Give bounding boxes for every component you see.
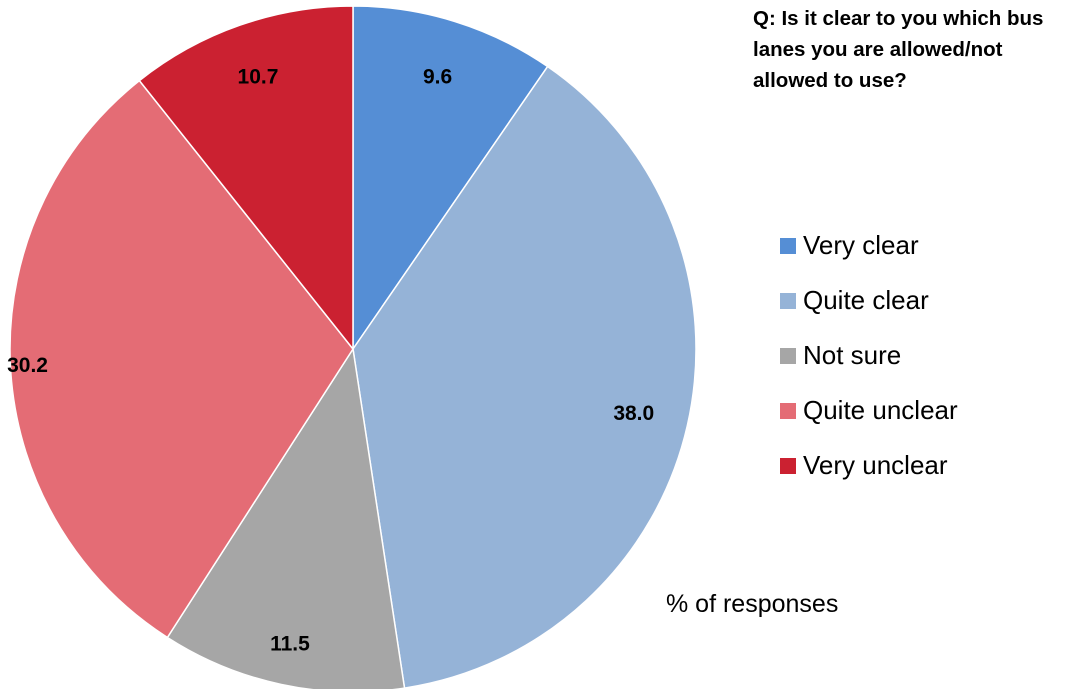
legend-swatch bbox=[780, 402, 796, 419]
legend-label: Not sure bbox=[803, 340, 902, 370]
legend-item-very-clear: Very clear bbox=[780, 218, 958, 273]
legend-swatch bbox=[780, 237, 796, 254]
data-label-very-unclear: 10.7 bbox=[238, 66, 279, 89]
pie-slice-quite-unclear bbox=[9, 79, 354, 639]
pie-slices bbox=[9, 5, 697, 689]
data-label-not-sure: 11.5 bbox=[270, 633, 310, 656]
legend-swatch bbox=[780, 457, 796, 474]
legend-item-quite-unclear: Quite unclear bbox=[780, 383, 958, 438]
legend-swatch bbox=[780, 347, 796, 364]
pie-slice-not-sure bbox=[166, 346, 406, 689]
chart-question-title: Q: Is it clear to you which bus lanes yo… bbox=[753, 7, 1044, 92]
legend: Very clear Quite clear Not sure Quite un… bbox=[780, 218, 958, 493]
pie-slice-very-clear bbox=[352, 5, 549, 352]
pie-slice-very-unclear bbox=[138, 5, 354, 352]
data-label-quite-unclear: 30.2 bbox=[7, 354, 48, 377]
legend-item-not-sure: Not sure bbox=[780, 328, 958, 383]
pie-data-labels: 9.6 38.0 11.5 30.2 10.7 bbox=[7, 66, 654, 656]
pie-slice-quite-clear bbox=[352, 65, 697, 689]
legend-item-quite-clear: Quite clear bbox=[780, 273, 958, 328]
legend-label: Quite unclear bbox=[803, 395, 958, 425]
data-label-very-clear: 9.6 bbox=[423, 66, 452, 89]
legend-swatch bbox=[780, 292, 796, 309]
data-label-quite-clear: 38.0 bbox=[613, 402, 654, 425]
legend-item-very-unclear: Very unclear bbox=[780, 438, 958, 493]
unit-note: % of responses bbox=[666, 590, 839, 618]
legend-label: Very clear bbox=[803, 230, 919, 260]
legend-label: Very unclear bbox=[803, 450, 948, 480]
legend-label: Quite clear bbox=[803, 285, 929, 315]
